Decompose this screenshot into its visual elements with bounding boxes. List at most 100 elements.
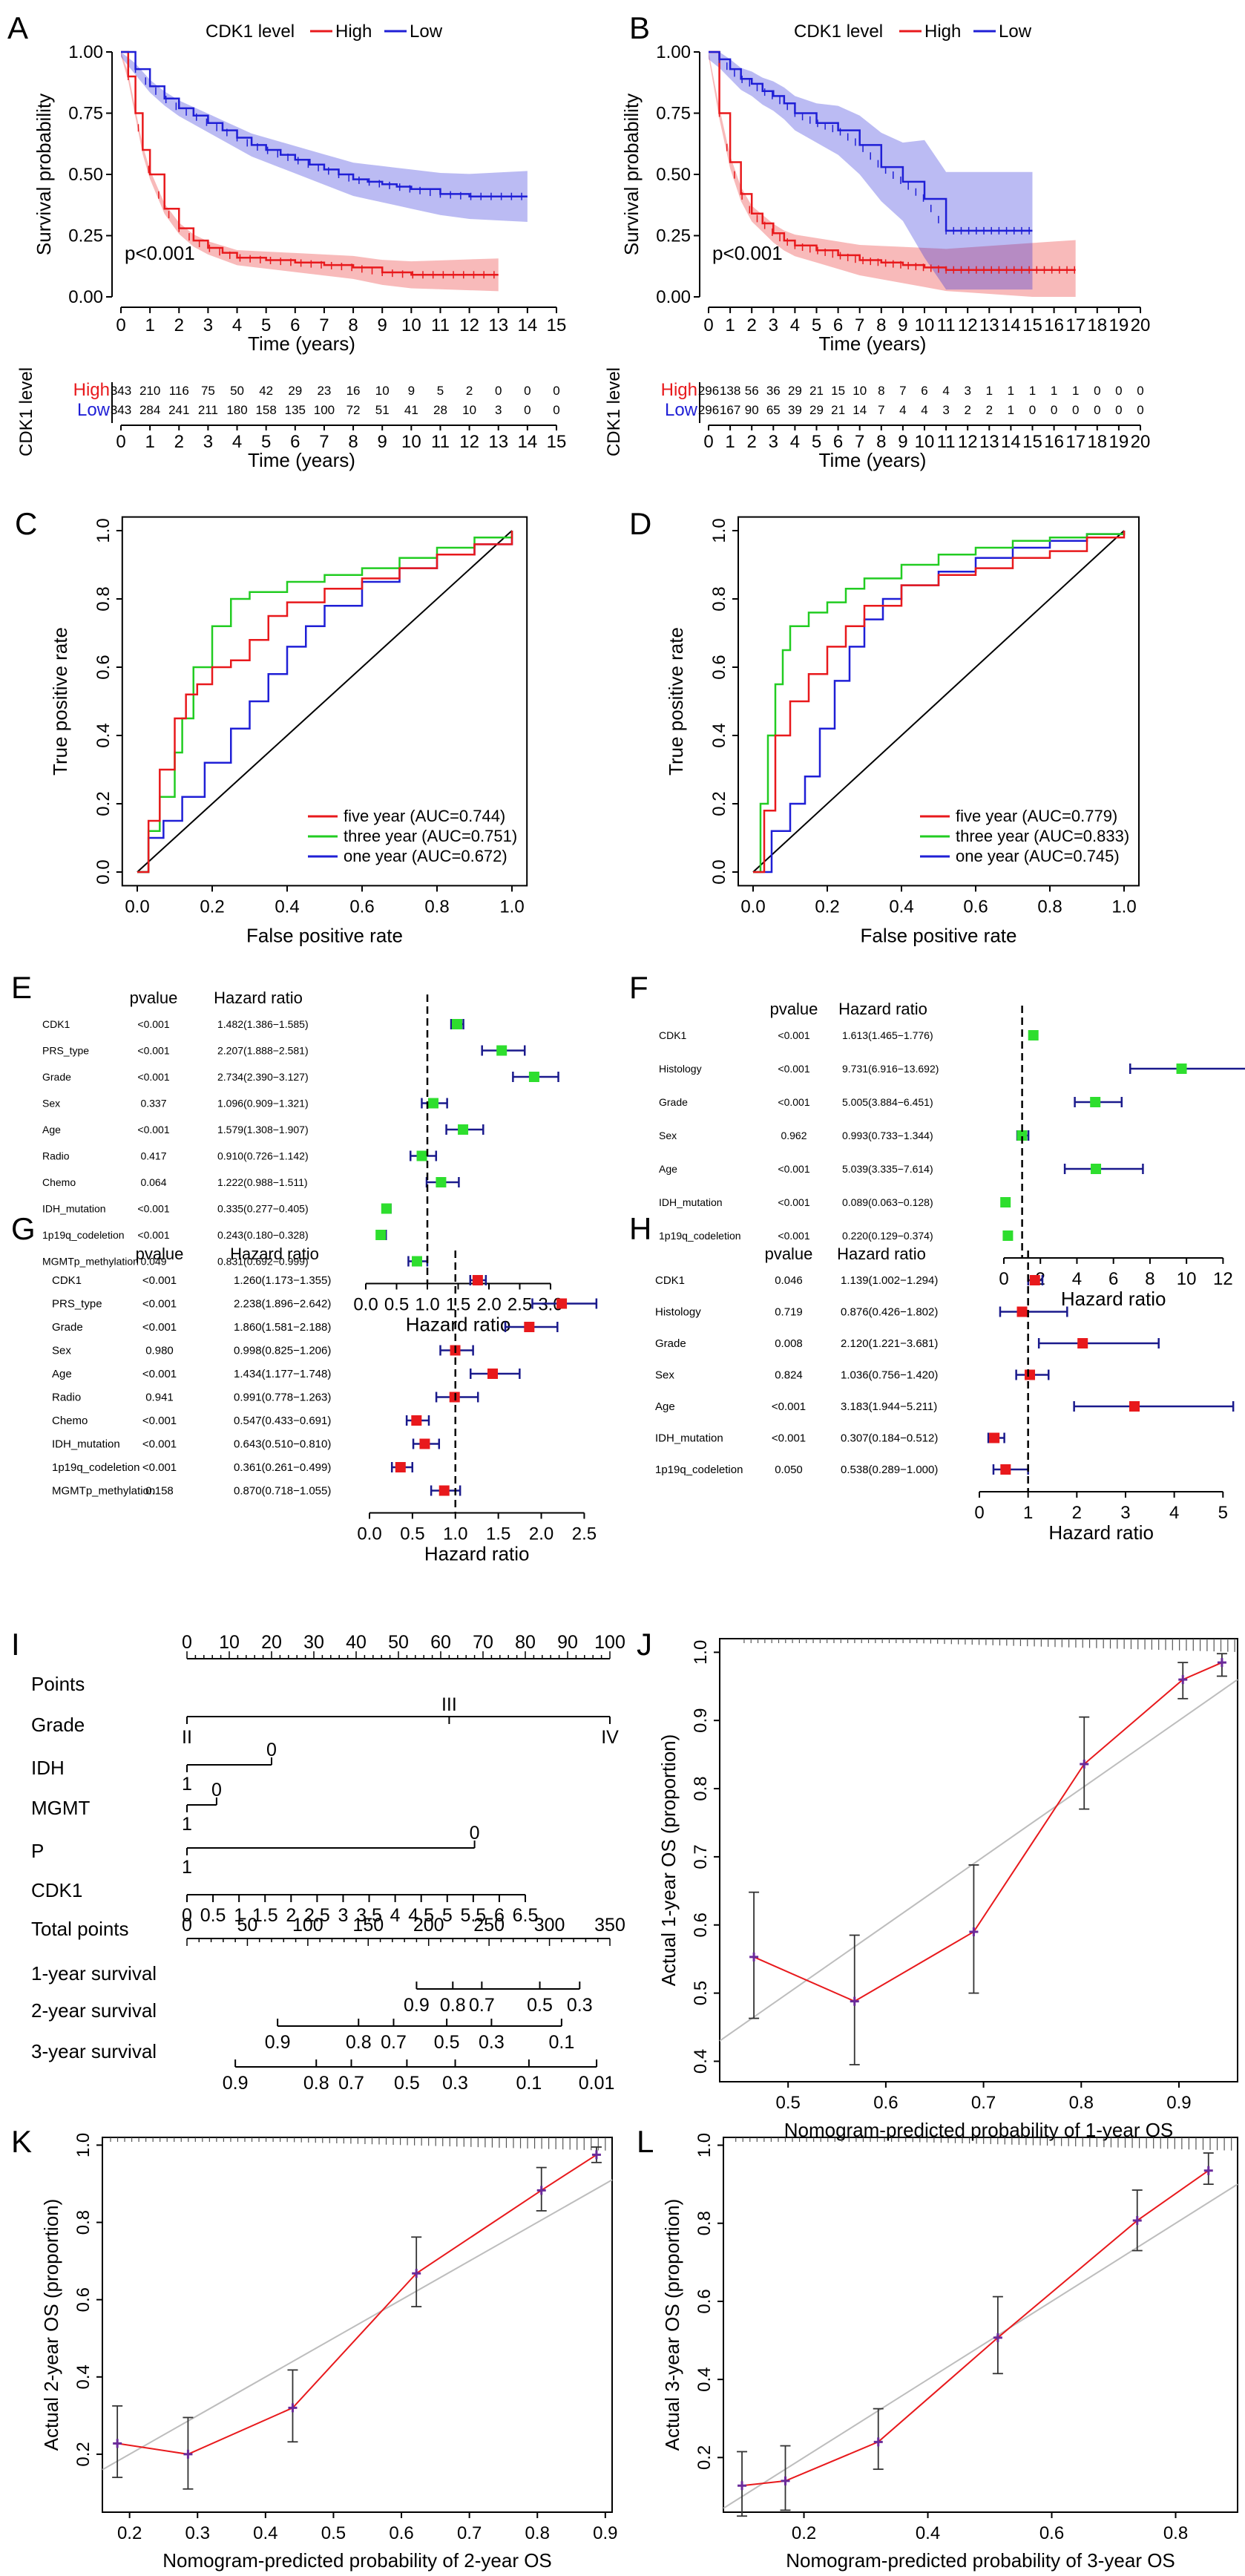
- cal-point: [969, 1927, 979, 1936]
- cal-point: [1203, 2166, 1213, 2175]
- forest-row-label: 1p19q_codeletion: [655, 1464, 743, 1476]
- km-risk-low-value: 0: [1115, 403, 1122, 417]
- cal-y-tick-label: 1.0: [694, 2133, 715, 2157]
- nomogram-points-tick-label: 80: [515, 1632, 536, 1653]
- forest-row-pvalue: <0.001: [778, 1196, 809, 1208]
- forest-row-label: Radio: [52, 1392, 81, 1404]
- cal-x-tick-label: 0.6: [1039, 2523, 1064, 2543]
- roc-d-curve-2: [753, 531, 1126, 874]
- forest-point: [411, 1256, 422, 1267]
- forest-point: [1000, 1464, 1011, 1475]
- km-risk-low-value: 0: [1094, 403, 1100, 417]
- km-risk-x-tick-label: 5: [812, 432, 821, 452]
- forest-row-pvalue: <0.001: [137, 1229, 169, 1241]
- km-risk-high-value: 1: [1051, 384, 1057, 398]
- forest-row-pvalue: <0.001: [778, 1063, 809, 1075]
- forest-point: [1016, 1130, 1028, 1141]
- nomogram-row-label: CDK1: [31, 1879, 82, 1901]
- km-x-tick-label: 9: [378, 315, 387, 335]
- forest-point: [375, 1230, 387, 1240]
- forest-row-pvalue: 0.008: [775, 1337, 803, 1350]
- km-risk-low-value: 0: [1137, 403, 1143, 417]
- km-risk-high-value: 138: [720, 384, 740, 398]
- forest-row-hr: 0.876(0.426−1.802): [841, 1306, 938, 1319]
- forest-row-hr: 0.998(0.825−1.206): [234, 1345, 331, 1357]
- km-risk-low-value: 0: [1072, 403, 1079, 417]
- nomogram-mgmt-tick-label: 0: [211, 1780, 222, 1800]
- cal-frame: [102, 2137, 613, 2513]
- km-risk-x-tick-label: 4: [232, 432, 242, 452]
- nomogram-cdk1-tick-label: 1: [234, 1905, 244, 1926]
- cal-x-tick-label: 0.5: [321, 2523, 346, 2543]
- km-y-tick-label: 0.75: [656, 104, 691, 124]
- km-risk-high-value: 7: [899, 384, 906, 398]
- forest-x-tick-label: 1: [1023, 1503, 1033, 1523]
- km-risk-high-value: 0: [1137, 384, 1143, 398]
- forest-point: [427, 1098, 438, 1109]
- km-risk-x-tick-label: 1: [725, 432, 735, 452]
- cal-point: [993, 2333, 1002, 2342]
- roc-y-tick-label: 0.6: [709, 655, 729, 679]
- forest-plot-h: pvalue Hazard ratio CDK1 0.046 1.139(1.002−1…: [655, 1245, 1235, 1544]
- forest-row-pvalue: 0.941: [145, 1392, 174, 1404]
- km-risk-low-value: 0: [1029, 403, 1036, 417]
- km-risk-high-value: 9: [408, 384, 415, 398]
- km-risk-x-tick-label: 13: [979, 432, 999, 452]
- cal-x-tick-label: 0.3: [185, 2523, 210, 2543]
- km-pvalue: p<0.001: [125, 242, 195, 264]
- km-risk-low-value: 14: [853, 403, 867, 417]
- cal-y-tick-label: 0.4: [73, 2364, 93, 2389]
- forest-point: [1090, 1097, 1101, 1107]
- forest-row-hr: 0.991(0.778−1.263): [234, 1392, 331, 1404]
- km-risk-low-value: 343: [111, 403, 131, 417]
- km-risk-low-value: 51: [375, 403, 390, 417]
- forest-col-pvalue: pvalue: [136, 1245, 184, 1263]
- cal-x-tick-label: 0.8: [525, 2523, 550, 2543]
- forest-row-pvalue: <0.001: [137, 1203, 169, 1215]
- km-risk-low-value: 0: [553, 403, 559, 417]
- forest-point: [438, 1485, 450, 1496]
- cal-y-tick-label: 0.7: [691, 1844, 711, 1869]
- km-a-band-high: [121, 52, 499, 292]
- nomogram-surv2-tick-label: 0.7: [381, 2032, 407, 2053]
- forest-point: [458, 1124, 469, 1135]
- forest-row-pvalue: <0.001: [778, 1096, 809, 1108]
- km-risk-high-value: 0: [524, 384, 530, 398]
- km-risk-x-tick-label: 17: [1065, 432, 1085, 452]
- km-x-tick-label: 20: [1131, 315, 1151, 335]
- forest-row-hr: 0.993(0.733−1.344): [842, 1130, 933, 1141]
- forest-row-pvalue: <0.001: [142, 1438, 177, 1451]
- forest-row-hr: 5.005(3.884−6.451): [842, 1096, 933, 1108]
- forest-row-hr: 1.260(1.173−1.355): [234, 1274, 331, 1287]
- nomogram-surv3-tick-label: 0.01: [579, 2073, 615, 2094]
- cal-point: [1178, 1675, 1188, 1685]
- forest-row-hr: 1.482(1.386−1.585): [217, 1018, 309, 1030]
- km-risk-high-value: 6: [921, 384, 927, 398]
- forest-row-pvalue: 0.337: [140, 1098, 166, 1110]
- roc-legend-label: five year (AUC=0.779): [956, 807, 1117, 825]
- cal-point: [1080, 1760, 1089, 1769]
- km-x-tick-label: 1: [145, 315, 154, 335]
- forest-x-axis-label: Hazard ratio: [424, 1543, 530, 1565]
- forest-x-tick-label: 2.0: [529, 1524, 553, 1544]
- km-risk-x-tick-label: 4: [790, 432, 800, 452]
- km-risk-high-value: 36: [766, 384, 781, 398]
- km-risk-high-value: 116: [169, 384, 189, 398]
- roc-x-tick-label: 0.0: [125, 897, 149, 917]
- forest-point: [419, 1438, 430, 1449]
- km-risk-x-tick-label: 8: [348, 432, 358, 452]
- roc-legend-label: one year (AUC=0.745): [956, 847, 1120, 865]
- km-risk-high-value: 50: [230, 384, 244, 398]
- cal-y-tick-label: 1.0: [691, 1640, 711, 1665]
- km-a-band-low: [121, 52, 528, 223]
- km-risk-low-value: 167: [720, 403, 740, 417]
- km-plot-b: 0.000.250.500.751.000 1 2 3 4 5 6 7 8 9 10 11 12 13 14…: [604, 42, 1150, 471]
- panel-letter-j: J: [637, 1627, 652, 1662]
- forest-row-hr: 0.089(0.063−0.128): [842, 1196, 933, 1208]
- roc-frame: [738, 516, 1140, 887]
- cal-line: [117, 2154, 597, 2455]
- km-x-axis-label: Time (years): [819, 332, 927, 355]
- km-risk-x-tick-label: 8: [876, 432, 886, 452]
- roc-y-axis-label: True positive rate: [49, 627, 71, 776]
- km-risk-low-value: 135: [285, 403, 306, 417]
